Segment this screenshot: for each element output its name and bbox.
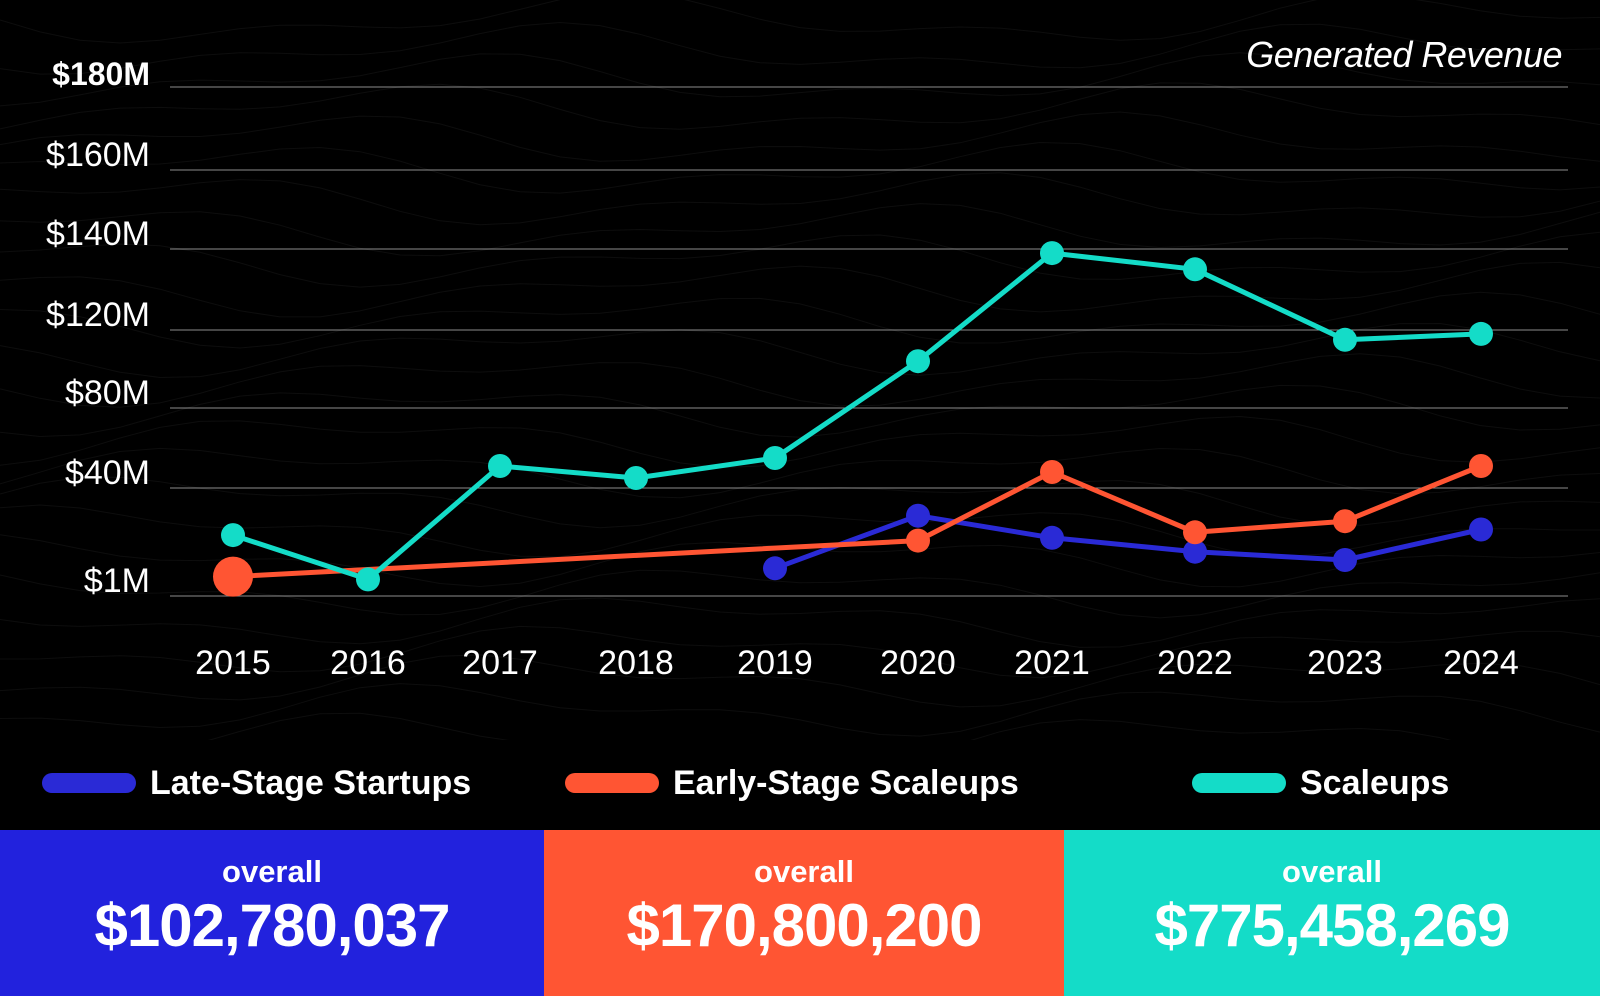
- background-texture-line: [0, 111, 1600, 162]
- data-point-scaleups: [763, 446, 787, 470]
- background-texture-line: [0, 322, 1600, 379]
- background-texture-line: [0, 231, 1600, 288]
- data-point-late-stage-startups: [1040, 525, 1064, 550]
- background-texture-line: [0, 654, 1600, 708]
- total-value-scaleups: $775,458,269: [1154, 892, 1510, 959]
- total-panel-late-stage-startups: overall $102,780,037: [0, 830, 544, 996]
- data-point-scaleups: [624, 466, 648, 490]
- background-texture-line: [0, 683, 1600, 737]
- data-point-early-stage-scaleups: [1333, 509, 1357, 534]
- x-tick-label: 2023: [1307, 644, 1383, 682]
- background-texture-line: [0, 476, 1600, 529]
- background-texture-line: [208, 712, 1452, 740]
- legend-item-late-stage-startups[interactable]: Late-Stage Startups: [42, 758, 471, 808]
- series-line-scaleups: [232, 250, 1482, 582]
- background-texture-line: [0, 625, 1600, 679]
- background-texture-line: [0, 415, 1600, 469]
- data-point-early-stage-scaleups: [1469, 454, 1493, 478]
- legend-swatch-early-stage-scaleups: [565, 773, 659, 793]
- y-tick-label: $120M: [46, 296, 150, 334]
- x-tick-label: 2021: [1014, 644, 1090, 682]
- background-texture-line: [0, 0, 1600, 44]
- legend-item-scaleups[interactable]: Scaleups: [1192, 758, 1449, 808]
- legend-swatch-scaleups: [1192, 773, 1286, 793]
- legend-swatch-late-stage-startups: [42, 773, 136, 793]
- y-tick-label: $180M: [52, 56, 150, 92]
- totals-row: overall $102,780,037 overall $170,800,20…: [0, 830, 1600, 996]
- background-texture-line: [0, 291, 1600, 349]
- total-panel-scaleups: overall $775,458,269: [1064, 830, 1600, 996]
- total-value-late-stage-startups: $102,780,037: [94, 892, 450, 959]
- y-tick-label: $80M: [65, 374, 150, 412]
- legend-item-early-stage-scaleups[interactable]: Early-Stage Scaleups: [565, 758, 1019, 808]
- legend: Late-Stage Startups Early-Stage Scaleups…: [0, 758, 1600, 808]
- data-point-scaleups: [906, 349, 930, 374]
- background-texture-line: [0, 141, 1600, 194]
- y-tick-label: $160M: [46, 136, 150, 174]
- x-tick-label: 2018: [598, 644, 674, 682]
- data-point-early-stage-scaleups: [1040, 460, 1064, 484]
- total-panel-early-stage-scaleups: overall $170,800,200: [544, 830, 1064, 996]
- data-point-late-stage-startups: [1333, 548, 1357, 572]
- y-tick-label: $40M: [65, 454, 150, 492]
- data-point-early-stage-scaleups: [906, 528, 930, 553]
- x-tick-label: 2016: [330, 644, 406, 682]
- revenue-chart: $1M $40M $80M $120M $140M $160M $180M 2015 2016 2…: [0, 0, 1600, 740]
- background-texture-line: [0, 447, 1600, 499]
- legend-label-early-stage-scaleups: Early-Stage Scaleups: [673, 763, 1019, 802]
- data-point-late-stage-startups: [906, 503, 930, 528]
- background-texture-line: [0, 353, 1600, 408]
- total-value-early-stage-scaleups: $170,800,200: [626, 892, 982, 959]
- background-texture-line: [0, 52, 1600, 107]
- series-line-early-stage-scaleups: [232, 463, 1482, 580]
- background-texture-line: [0, 569, 1600, 619]
- total-caption: overall: [754, 854, 854, 889]
- data-point-scaleups: [1183, 257, 1207, 282]
- total-caption: overall: [222, 854, 322, 889]
- background-texture-line: [0, 384, 1600, 438]
- x-tick-label: 2017: [462, 644, 538, 682]
- background-texture-line: [0, 82, 1600, 130]
- chart-title: Generated Revenue: [1246, 34, 1562, 75]
- data-point-scaleups: [221, 523, 245, 548]
- background-texture-line: [0, 504, 1600, 558]
- chart-svg: $1M $40M $80M $120M $140M $160M $180M 2015 2016 2…: [0, 0, 1600, 740]
- y-tick-label: $1M: [84, 562, 150, 600]
- background-texture-line: [0, 172, 1600, 226]
- data-point-early-stage-scaleups: [1183, 520, 1207, 545]
- x-tick-label: 2022: [1157, 644, 1233, 682]
- legend-label-late-stage-startups: Late-Stage Startups: [150, 763, 472, 802]
- legend-label-scaleups: Scaleups: [1300, 763, 1450, 802]
- total-caption: overall: [1282, 854, 1382, 889]
- y-tick-label: $140M: [46, 215, 150, 253]
- x-tick-label: 2019: [737, 644, 813, 682]
- background-texture-line: [0, 597, 1600, 648]
- data-point-scaleups: [1469, 321, 1493, 346]
- data-point-early-stage-scaleups: [213, 556, 253, 597]
- background-texture-line: [0, 261, 1600, 318]
- data-point-scaleups: [488, 454, 512, 478]
- series-line-late-stage-startups: [774, 513, 1482, 571]
- data-point-late-stage-startups: [763, 556, 787, 581]
- background-texture-line: [0, 21, 1600, 75]
- x-tick-label: 2024: [1443, 644, 1519, 682]
- x-tick-label: 2015: [195, 644, 271, 682]
- x-tick-label: 2020: [880, 644, 956, 682]
- data-point-scaleups: [356, 567, 380, 592]
- data-point-scaleups: [1333, 327, 1357, 352]
- data-point-late-stage-startups: [1183, 539, 1207, 564]
- background-texture-line: [0, 203, 1600, 257]
- data-point-late-stage-startups: [1469, 517, 1493, 542]
- data-point-scaleups: [1040, 241, 1064, 266]
